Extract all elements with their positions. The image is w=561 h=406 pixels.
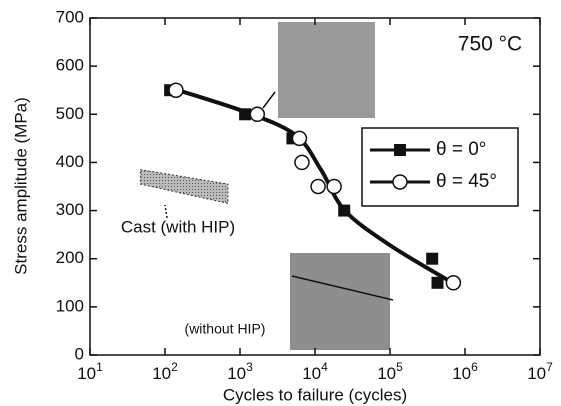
y-tick-label: 700 (56, 7, 84, 26)
x-tick-exponent: 6 (471, 360, 478, 374)
x-tick-exponent: 2 (171, 360, 178, 374)
y-tick-label: 300 (56, 200, 84, 219)
x-tick-label: 102 (152, 360, 178, 383)
annotation: (without HIP) (185, 321, 266, 337)
x-tick-exponent: 3 (246, 360, 253, 374)
x-tick-label: 106 (452, 360, 478, 383)
annotation: 750 °C (458, 33, 522, 56)
point (426, 253, 438, 265)
y-tick-label: 200 (56, 248, 84, 267)
x-tick-base: 10 (452, 364, 471, 383)
legend-label: θ = 45° (436, 171, 497, 192)
x-tick-exponent: 5 (396, 360, 403, 374)
x-tick-base: 10 (377, 364, 396, 383)
arrow (263, 92, 275, 108)
point (250, 107, 264, 121)
legend-label: θ = 0° (436, 139, 486, 160)
x-tick-label: 107 (527, 360, 553, 383)
cast-band (140, 170, 228, 204)
y-tick-label: 600 (56, 56, 84, 75)
point (295, 155, 309, 169)
x-tick-label: 101 (77, 360, 103, 383)
y-tick-label: 0 (75, 344, 84, 363)
x-tick-label: 104 (302, 360, 328, 383)
x-tick-exponent: 4 (321, 360, 328, 374)
x-tick-base: 10 (302, 364, 321, 383)
y-tick-label: 100 (56, 296, 84, 315)
x-tick-exponent: 1 (96, 360, 103, 374)
x-tick-base: 10 (227, 364, 246, 383)
y-tick-label: 400 (56, 152, 84, 171)
x-tick-base: 10 (152, 364, 171, 383)
x-axis-label: Cycles to failure (cycles) (223, 385, 407, 404)
arrow (165, 205, 167, 218)
micrograph (278, 22, 375, 118)
x-tick-base: 10 (77, 364, 96, 383)
y-tick-label: 500 (56, 104, 84, 123)
point (446, 276, 460, 290)
page: {"chart_data": {"type": "scatter", "log_… (0, 0, 561, 406)
y-axis-label: Stress amplitude (MPa) (11, 97, 30, 275)
micrograph (290, 253, 390, 350)
point (311, 180, 325, 194)
point (169, 83, 183, 97)
annotation: Cast (with HIP) (121, 217, 235, 236)
point (432, 277, 444, 289)
point (338, 205, 350, 217)
x-tick-label: 103 (227, 360, 253, 383)
point (327, 180, 341, 194)
x-tick-exponent: 7 (546, 360, 553, 374)
legend-marker (394, 144, 406, 156)
chart: 750 °C Cast (with HIP) (without HIP) Cyc… (0, 0, 561, 406)
point (292, 131, 306, 145)
legend-marker (393, 175, 407, 189)
x-tick-label: 105 (377, 360, 403, 383)
point (239, 108, 251, 120)
x-tick-base: 10 (527, 364, 546, 383)
